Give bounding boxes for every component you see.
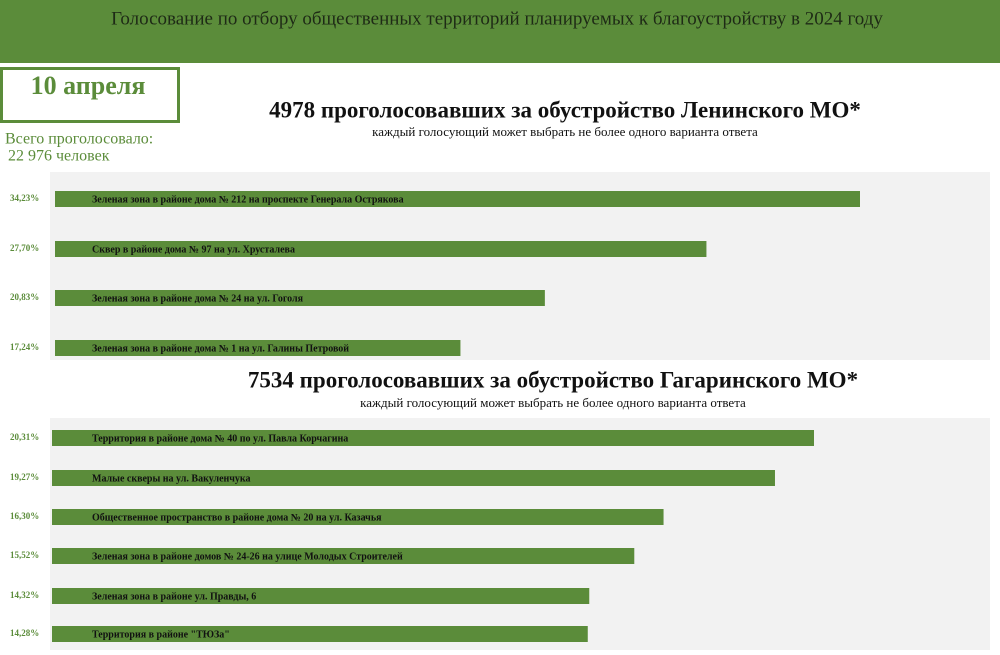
value-label: 17,24% bbox=[10, 342, 39, 352]
bar-label: Зеленая зона в районе домов № 24-26 на у… bbox=[92, 551, 403, 562]
chart-subtitle: каждый голосующий может выбрать не более… bbox=[360, 395, 746, 410]
chart-title: 7534 проголосовавших за обустройство Гаг… bbox=[248, 367, 858, 392]
bar bbox=[55, 340, 461, 356]
bar-label: Малые скверы на ул. Вакуленчука bbox=[92, 473, 251, 484]
value-label: 14,28% bbox=[10, 628, 39, 638]
bar bbox=[55, 290, 545, 306]
value-label: 14,32% bbox=[10, 590, 39, 600]
bar-label: Зеленая зона в районе дома № 1 на ул. Га… bbox=[92, 343, 349, 354]
value-label: 16,30% bbox=[10, 511, 39, 521]
bar-label: Зеленая зона в районе ул. Правды, 6 bbox=[92, 591, 256, 602]
bar bbox=[55, 241, 707, 257]
bar bbox=[52, 470, 775, 486]
bar-label: Территория в районе дома № 40 по ул. Пав… bbox=[92, 433, 348, 444]
value-label: 15,52% bbox=[10, 550, 39, 560]
value-label: 20,31% bbox=[10, 432, 39, 442]
bar bbox=[52, 509, 664, 525]
date-box bbox=[0, 67, 180, 123]
bar bbox=[52, 588, 590, 604]
bar-label: Зеленая зона в районе дома № 212 на прос… bbox=[92, 194, 404, 205]
bar bbox=[52, 548, 635, 564]
bar-label: Зеленая зона в районе дома № 24 на ул. Г… bbox=[92, 293, 304, 304]
bar bbox=[52, 626, 588, 642]
bar-label: Общественное пространство в районе дома … bbox=[92, 512, 382, 523]
bar bbox=[55, 191, 860, 207]
chart-subtitle: каждый голосующий может выбрать не более… bbox=[372, 124, 758, 139]
value-label: 20,83% bbox=[10, 292, 39, 302]
total: 22 976 человек bbox=[8, 148, 110, 165]
header-band bbox=[0, 0, 1000, 63]
value-label: 27,70% bbox=[10, 243, 39, 253]
value-label: 19,27% bbox=[10, 472, 39, 482]
total-label: Всего проголосовало: bbox=[5, 131, 153, 148]
chart-panel bbox=[50, 418, 990, 650]
bar-label: Сквер в районе дома № 97 на ул. Хрустале… bbox=[92, 244, 295, 255]
chart-title: 4978 проголосовавших за обустройство Лен… bbox=[269, 97, 861, 122]
bar bbox=[52, 430, 814, 446]
value-label: 34,23% bbox=[10, 193, 39, 203]
header-title: Голосование по отбору общественных терри… bbox=[111, 8, 883, 29]
bar-label: Территория в районе "ТЮЗа" bbox=[92, 629, 230, 640]
date: 10 апреля bbox=[31, 71, 146, 100]
